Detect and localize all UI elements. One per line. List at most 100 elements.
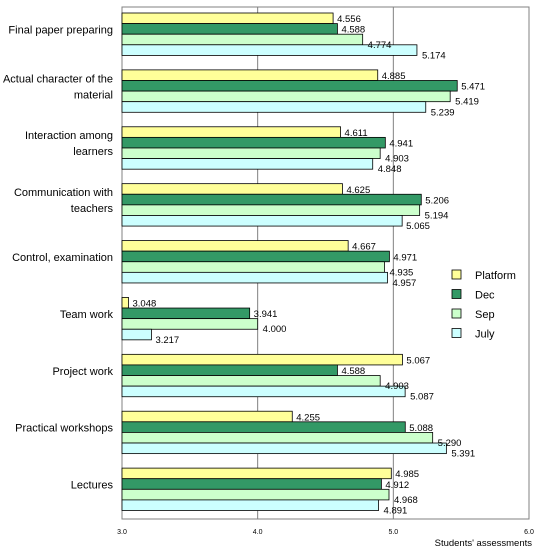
data-label: 4.255 — [296, 412, 320, 423]
bar-sep — [121, 318, 259, 330]
legend-swatch-july — [451, 328, 462, 338]
category-label: Control, examination — [12, 252, 113, 264]
x-tick-label: 6.0 — [524, 529, 534, 536]
bar-sep — [121, 261, 385, 273]
bar-july — [121, 271, 388, 284]
legend-swatch-platform — [451, 269, 462, 280]
bar-dec — [121, 478, 382, 490]
bar-platform — [121, 353, 403, 366]
legend-swatch-sep — [451, 308, 462, 319]
data-label: 5.194 — [425, 210, 449, 221]
data-label: 5.065 — [406, 221, 430, 232]
data-label: 5.290 — [438, 438, 462, 449]
data-label: 4.885 — [382, 71, 406, 82]
data-label: 5.174 — [422, 50, 446, 61]
data-label: 5.239 — [431, 107, 455, 118]
data-label: 4.588 — [341, 366, 365, 377]
bar-july — [121, 385, 406, 398]
category-label: material — [74, 89, 113, 101]
data-label: 4.848 — [378, 164, 402, 175]
bar-platform — [121, 240, 349, 252]
bar-july — [121, 101, 427, 113]
data-label: 4.667 — [352, 242, 376, 253]
value-labels: 4.556 4.588 4.774 5.174 4.885 5.471 5.4195.239… — [133, 14, 486, 516]
data-label: 4.968 — [394, 495, 418, 506]
x-axis-ticks: 3.0 4.0 5.0 6.0 — [117, 529, 534, 536]
data-label: 3.217 — [155, 335, 179, 346]
data-label: 4.611 — [345, 128, 368, 139]
legend-label: Sep — [475, 309, 495, 321]
data-label: 3.941 — [254, 309, 278, 320]
category-label: Lectures — [71, 480, 114, 492]
bar-july — [121, 328, 152, 341]
bar-sep — [121, 432, 434, 444]
data-label: 4.941 — [389, 138, 413, 149]
data-label: 4.774 — [368, 40, 392, 51]
data-label: 4.000 — [263, 324, 287, 335]
bar-dec — [121, 307, 251, 320]
bar-sep — [121, 90, 451, 103]
bars — [121, 12, 458, 511]
data-label: 4.985 — [395, 469, 419, 480]
category-label: Communication with — [14, 187, 113, 199]
category-label: Interaction among — [25, 130, 113, 142]
category-label: Final paper preparing — [8, 24, 113, 36]
bar-dec — [121, 80, 458, 92]
bar-sep — [121, 488, 390, 501]
data-label: 5.087 — [410, 392, 434, 403]
x-tick-label: 4.0 — [253, 529, 263, 536]
bar-dec — [121, 23, 338, 35]
category-labels: Final paper preparing Actual character of… — [3, 24, 114, 491]
data-label: 5.419 — [455, 97, 479, 108]
bar-dec — [121, 136, 386, 149]
bar-platform — [121, 410, 293, 423]
data-label: 4.957 — [392, 278, 416, 289]
data-label: 4.903 — [385, 154, 409, 165]
bar-sep — [121, 33, 364, 46]
bar-july — [121, 442, 447, 455]
legend-swatch-dec — [451, 289, 462, 299]
legend-label: Platform — [475, 270, 516, 282]
category-label: Actual character of the — [3, 73, 113, 85]
x-tick-label: 3.0 — [117, 529, 127, 536]
category-label: learners — [73, 146, 113, 158]
data-label: 4.903 — [385, 381, 409, 392]
bar-platform — [121, 12, 334, 25]
category-label: Team work — [60, 309, 114, 321]
data-label: 4.912 — [385, 480, 409, 491]
data-label: 5.206 — [425, 195, 449, 206]
legend-label: July — [475, 329, 495, 341]
data-label: 3.048 — [133, 299, 157, 310]
bar-sep — [121, 204, 421, 216]
bar-platform — [121, 69, 379, 81]
x-axis-title: Students' assessments — [435, 538, 533, 549]
bar-july — [121, 44, 418, 56]
bar-platform — [121, 126, 341, 138]
x-tick-label: 5.0 — [388, 529, 398, 536]
bar-july — [121, 215, 403, 227]
category-label: Practical workshops — [15, 423, 113, 435]
legend: Platform Dec Sep July — [451, 269, 516, 341]
data-label: 5.391 — [451, 449, 475, 460]
bar-dec — [121, 250, 390, 263]
bar-sep — [121, 375, 381, 387]
bar-dec — [121, 364, 338, 376]
bar-sep — [121, 147, 381, 159]
bar-dec — [121, 193, 422, 206]
data-label: 4.891 — [384, 506, 408, 517]
bar-platform — [121, 183, 343, 195]
category-label: teachers — [71, 203, 114, 215]
bar-dec — [121, 421, 406, 433]
bar-platform — [121, 297, 129, 309]
bar-platform — [121, 467, 392, 480]
bar-july — [121, 158, 374, 170]
data-label: 4.971 — [393, 252, 417, 263]
data-label: 5.471 — [461, 82, 485, 93]
category-label: Project work — [52, 366, 113, 378]
data-label: 5.088 — [409, 423, 433, 434]
data-label: 4.556 — [337, 14, 361, 25]
legend-label: Dec — [475, 290, 495, 302]
bar-july — [121, 499, 379, 511]
data-label: 4.935 — [390, 267, 414, 278]
